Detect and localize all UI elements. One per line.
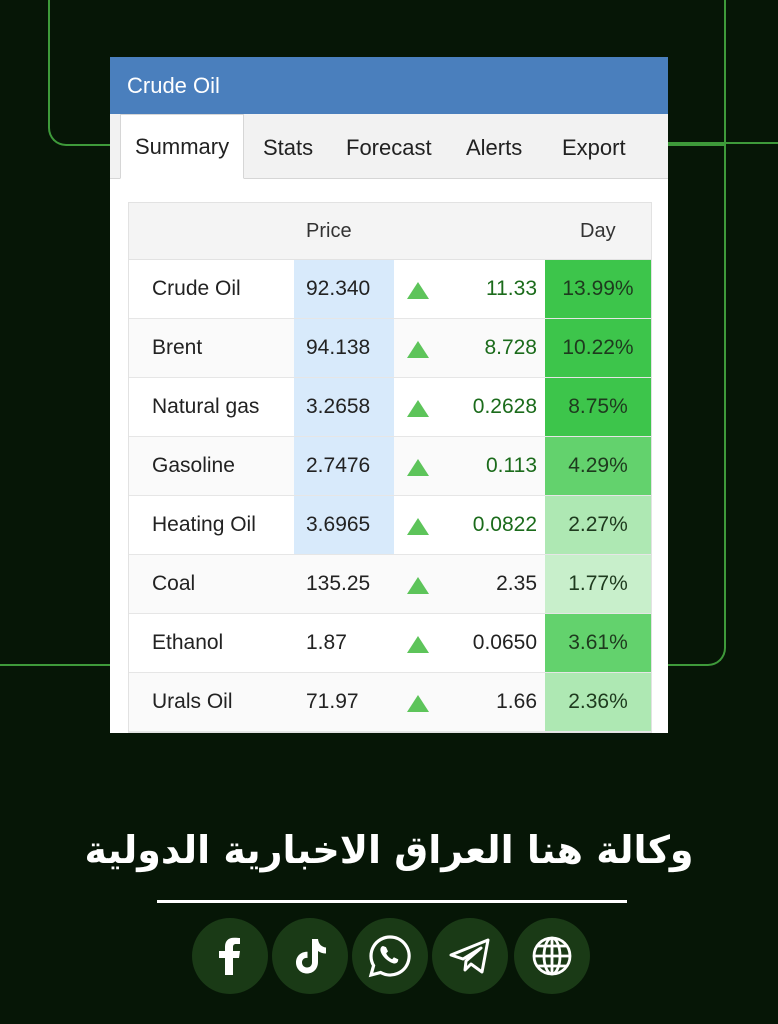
commodity-day-change: 3.61% [545, 614, 651, 672]
commodity-day-change: 1.77% [545, 555, 651, 613]
commodity-price: 1.87 [306, 631, 347, 654]
commodity-day-change: 4.29% [545, 437, 651, 495]
up-arrow-icon [407, 496, 429, 554]
up-arrow-icon [407, 555, 429, 613]
commodity-price: 3.2658 [294, 378, 394, 436]
up-arrow-icon [407, 437, 429, 495]
commodity-day-change: 10.22% [545, 319, 651, 377]
tab-bar: Summary Stats Forecast Alerts Export [110, 114, 668, 179]
tab-stats[interactable]: Stats [263, 135, 314, 160]
commodity-name: Heating Oil [152, 513, 256, 536]
commodity-price: 135.25 [306, 572, 371, 595]
commodity-widget: Crude Oil Summary Stats Forecast Alerts … [110, 57, 668, 733]
commodity-day-change: 13.99% [545, 260, 651, 318]
commodity-change: 2.35 [496, 572, 537, 595]
globe-icon[interactable] [514, 918, 590, 994]
table-row[interactable]: Urals Oil 71.97 1.66 2.36% [129, 673, 651, 732]
table-row[interactable]: Crude Oil 92.340 11.33 13.99% [129, 260, 651, 319]
table-row[interactable]: Ethanol 1.87 0.0650 3.61% [129, 614, 651, 673]
column-day: Day [580, 220, 616, 242]
column-price: Price [306, 220, 352, 242]
agency-divider [157, 900, 627, 903]
commodity-price: 2.7476 [294, 437, 394, 495]
commodity-name: Gasoline [152, 454, 235, 477]
table-body: Crude Oil 92.340 11.33 13.99% Brent 94.138 8.7… [129, 260, 651, 732]
commodity-price: 92.340 [294, 260, 394, 318]
tab-forecast[interactable]: Forecast [346, 135, 432, 160]
table-row[interactable]: Coal 135.25 2.35 1.77% [129, 555, 651, 614]
commodity-name: Urals Oil [152, 690, 233, 713]
widget-title: Crude Oil [110, 57, 668, 114]
commodity-price: 71.97 [306, 690, 359, 713]
commodity-table: Price Day Crude Oil 92.340 11.33 13.99% Bren… [128, 202, 652, 733]
telegram-icon[interactable] [432, 918, 508, 994]
commodity-name: Crude Oil [152, 277, 241, 300]
tiktok-icon[interactable] [272, 918, 348, 994]
commodity-day-change: 2.27% [545, 496, 651, 554]
commodity-name: Natural gas [152, 395, 260, 418]
table-row[interactable]: Brent 94.138 8.728 10.22% [129, 319, 651, 378]
facebook-icon[interactable] [192, 918, 268, 994]
decorative-line [668, 142, 778, 144]
commodity-change: 0.0822 [472, 513, 537, 536]
up-arrow-icon [407, 319, 429, 377]
commodity-name: Brent [152, 336, 203, 359]
whatsapp-icon[interactable] [352, 918, 428, 994]
commodity-change: 0.0650 [472, 631, 537, 654]
commodity-price: 94.138 [294, 319, 394, 377]
tab-summary[interactable]: Summary [120, 114, 245, 179]
commodity-price: 3.6965 [294, 496, 394, 554]
table-row[interactable]: Natural gas 3.2658 0.2628 8.75% [129, 378, 651, 437]
table-header: Price Day [129, 203, 651, 260]
commodity-name: Coal [152, 572, 196, 595]
table-row[interactable]: Gasoline 2.7476 0.113 4.29% [129, 437, 651, 496]
up-arrow-icon [407, 673, 429, 731]
table-row[interactable]: Heating Oil 3.6965 0.0822 2.27% [129, 496, 651, 555]
commodity-change: 11.33 [486, 277, 537, 300]
up-arrow-icon [407, 378, 429, 436]
commodity-day-change: 2.36% [545, 673, 651, 731]
commodity-change: 1.66 [496, 690, 537, 713]
commodity-change: 8.728 [484, 336, 537, 359]
commodity-name: Ethanol [152, 631, 224, 654]
tab-alerts[interactable]: Alerts [466, 135, 523, 160]
tab-export[interactable]: Export [562, 135, 626, 160]
up-arrow-icon [407, 260, 429, 318]
up-arrow-icon [407, 614, 429, 672]
commodity-change: 0.2628 [472, 395, 537, 418]
commodity-day-change: 8.75% [545, 378, 651, 436]
commodity-change: 0.113 [486, 454, 537, 477]
agency-name: وكالة هنا العراق الاخبارية الدولية [84, 828, 694, 872]
